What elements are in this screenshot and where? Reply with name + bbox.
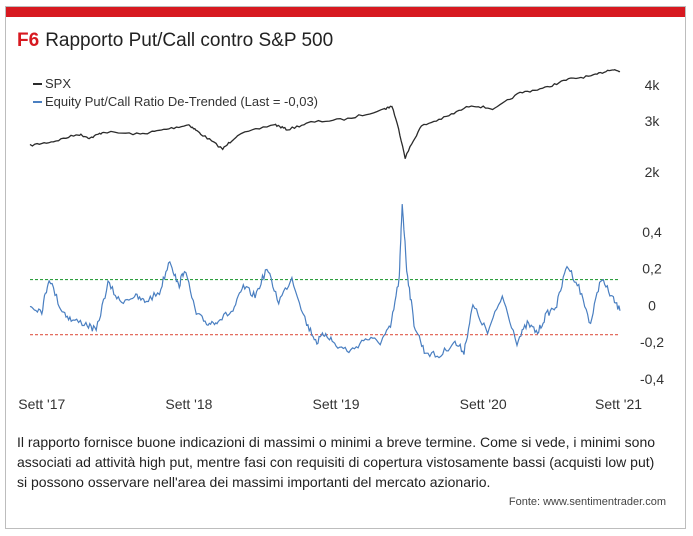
xtick-label: Sett '17 [18,396,65,412]
put-call-ratio-line [29,204,621,359]
ratio-ytick-label: 0,4 [642,224,662,240]
figure-label: F6 [17,30,40,51]
spx-ytick-label: 2k [645,164,661,180]
xtick-label: Sett '21 [595,396,642,412]
legend-label-spx: SPX [45,76,71,91]
ratio-ytick-label: 0 [648,297,656,313]
spx-ytick-label: 4k [645,77,661,93]
chart-axis-labels: 4k 3k 2k 0,4 0,2 0 -0,2 -0,4 Sett '17 Sett '18 Set… [18,77,664,412]
source-credit: Fonte: www.sentimentrader.com [508,496,666,508]
chart-legend: SPX Equity Put/Call Ratio De-Trended (Las… [33,76,318,109]
spx-ytick-label: 3k [645,113,661,129]
figure-title-text: Rapporto Put/Call contro S&P 500 [45,30,334,51]
figure-title: F6 Rapporto Put/Call contro S&P 500 [17,30,333,52]
xtick-label: Sett '19 [313,396,360,412]
figure-caption: Il rapporto fornisce buone indicazioni d… [17,434,656,490]
spx-line [29,69,621,159]
ratio-ytick-label: -0,2 [640,334,664,350]
figure-frame [5,6,686,529]
ratio-ytick-label: -0,4 [640,371,664,387]
ratio-ytick-label: 0,2 [642,261,662,277]
accent-bar [5,6,686,17]
legend-label-ratio: Equity Put/Call Ratio De-Trended (Last =… [45,94,318,109]
chart-series [29,69,621,359]
xtick-label: Sett '18 [165,396,212,412]
xtick-label: Sett '20 [460,396,507,412]
